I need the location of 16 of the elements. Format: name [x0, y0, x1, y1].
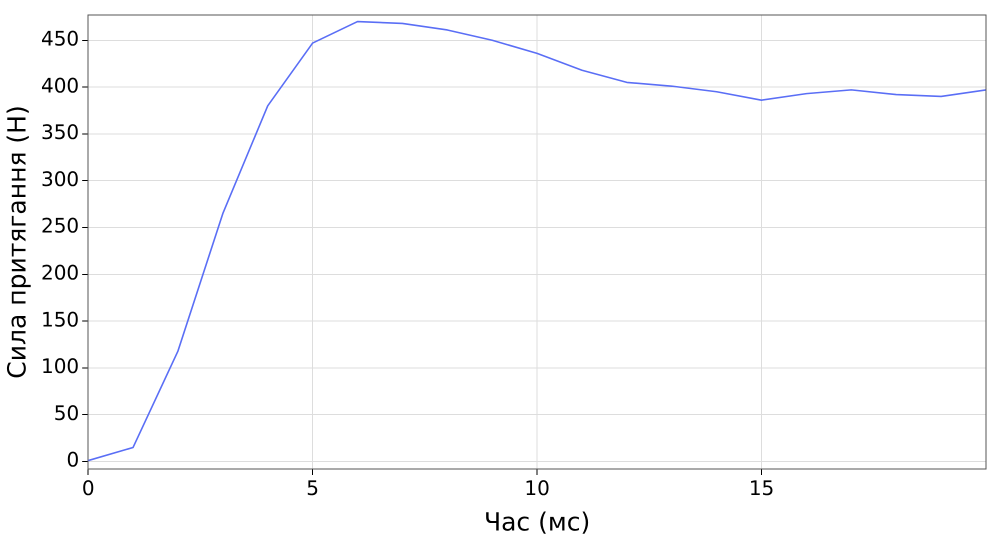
y-tick-label: 400: [40, 73, 80, 98]
y-tick-label: 450: [40, 26, 80, 50]
y-tick-label: 100: [40, 354, 80, 378]
x-tick-label: 15: [748, 476, 774, 500]
x-tick-label: 5: [306, 476, 319, 500]
y-tick-label: 0: [66, 448, 80, 472]
y-axis-title: Сила притягання (Н): [2, 105, 32, 379]
x-axis-title: Час (мс): [484, 508, 590, 536]
y-tick-label: 300: [40, 166, 80, 191]
x-tick-label: 10: [524, 476, 550, 500]
y-tick-label: 350: [40, 120, 80, 144]
y-tick-label: 200: [40, 260, 80, 284]
y-tick-label: 250: [40, 214, 80, 238]
x-tick-label: 0: [82, 476, 95, 500]
y-tick-label: 150: [40, 307, 80, 332]
y-tick-label: 50: [54, 400, 80, 425]
